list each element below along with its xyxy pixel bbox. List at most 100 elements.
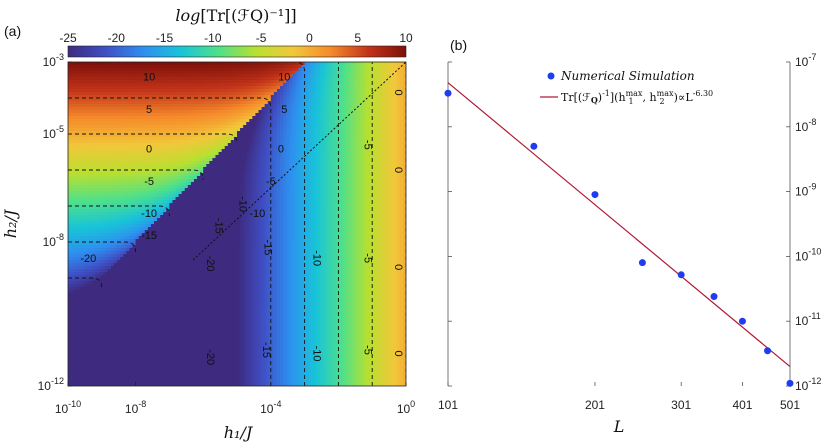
- heatmap-cell: [264, 110, 269, 114]
- heatmap-cell: [154, 83, 158, 87]
- heatmap-cell: [129, 110, 134, 114]
- heatmap-cell: [310, 107, 315, 111]
- heatmap-cell: [252, 92, 257, 96]
- heatmap-cell: [280, 62, 284, 66]
- heatmap-cell: [341, 116, 346, 120]
- heatmap-cell: [298, 113, 303, 117]
- heatmap-cell: [184, 119, 189, 123]
- heatmap-cell: [147, 77, 152, 81]
- heatmap-cell: [117, 101, 121, 105]
- heatmap-cell: [369, 62, 373, 66]
- heatmap-cell: [218, 77, 223, 81]
- heatmap-cell: [221, 95, 226, 99]
- heatmap-cell: [111, 71, 115, 75]
- heatmap-cell: [267, 104, 272, 108]
- heatmap-cell: [144, 113, 149, 117]
- heatmap-cell: [144, 68, 149, 72]
- heatmap-cell: [101, 86, 106, 90]
- heatmap-cell: [240, 83, 244, 87]
- heatmap-cell: [372, 86, 376, 90]
- heatmap-cell: [338, 86, 343, 90]
- heatmap-cell: [154, 110, 158, 114]
- heatmap-cell: [206, 98, 210, 102]
- heatmap-cell: [258, 92, 263, 96]
- heatmap-cell: [387, 74, 392, 78]
- heatmap-cell: [209, 86, 214, 90]
- heatmap-cell: [132, 68, 137, 72]
- heatmap-cell: [341, 92, 346, 96]
- heatmap-cell: [307, 86, 312, 90]
- heatmap-cell: [203, 80, 207, 84]
- heatmap-cell: [221, 92, 226, 96]
- heatmap-cell: [261, 116, 266, 120]
- heatmap-cell: [402, 116, 406, 120]
- heatmap-cell: [92, 116, 97, 120]
- heatmap-cell: [396, 86, 401, 90]
- heatmap-cell: [129, 92, 134, 96]
- heatmap-cell: [316, 119, 321, 123]
- heatmap-cell: [319, 101, 324, 105]
- heatmap-cell: [381, 104, 386, 108]
- heatmap-cell: [338, 71, 343, 75]
- heatmap-cell: [372, 71, 376, 75]
- heatmap-cell: [258, 95, 263, 99]
- heatmap-cell: [138, 101, 143, 105]
- heatmap-cell: [154, 95, 158, 99]
- heatmap-cell: [362, 104, 367, 108]
- heatmap-cell: [98, 92, 103, 96]
- heatmap-cell: [80, 89, 84, 93]
- heatmap-cell: [273, 104, 278, 108]
- heatmap-cell: [101, 74, 106, 78]
- heatmap-cell: [101, 92, 106, 96]
- heatmap-cell: [129, 101, 134, 105]
- heatmap-cell: [107, 77, 112, 81]
- heatmap-cell: [221, 65, 226, 69]
- heatmap-cell: [215, 77, 220, 81]
- heatmap-cell: [233, 89, 238, 93]
- heatmap-cell: [77, 119, 81, 123]
- heatmap-cell: [163, 110, 167, 114]
- heatmap-cell: [215, 107, 220, 111]
- heatmap-cell: [237, 80, 241, 84]
- heatmap-cell: [181, 86, 186, 90]
- heatmap-cell: [141, 89, 146, 93]
- heatmap-cell: [402, 107, 406, 111]
- heatmap-cell: [120, 95, 124, 99]
- heatmap-cell: [316, 86, 321, 90]
- heatmap-cell: [237, 98, 241, 102]
- heatmap-cell: [135, 74, 140, 78]
- heatmap-cell: [264, 119, 269, 123]
- heatmap-cell: [224, 62, 229, 66]
- heatmap-cell: [190, 77, 195, 81]
- heatmap-cell: [184, 68, 189, 72]
- heatmap-cell: [101, 116, 106, 120]
- heatmap-cell: [83, 110, 88, 114]
- heatmap-cell: [402, 98, 406, 102]
- heatmap-cell: [252, 77, 257, 81]
- heatmap-cell: [126, 95, 131, 99]
- heatmap-cell: [120, 71, 124, 75]
- heatmap-cell: [114, 104, 118, 108]
- heatmap-cell: [402, 71, 406, 75]
- heatmap-cell: [169, 68, 174, 72]
- heatmap-cell: [362, 95, 367, 99]
- heatmap-cell: [267, 71, 272, 75]
- heatmap-cell: [240, 71, 244, 75]
- heatmap-cell: [319, 95, 324, 99]
- heatmap-cell: [359, 113, 364, 117]
- colorbar-title-log: log: [175, 6, 200, 25]
- heatmap-cell: [304, 80, 309, 84]
- heatmap-cell: [77, 74, 81, 78]
- heatmap-cell: [221, 101, 226, 105]
- heatmap-cell: [154, 98, 158, 102]
- heatmap-cell: [390, 74, 395, 78]
- heatmap-cell: [224, 71, 229, 75]
- heatmap-cell: [353, 116, 358, 120]
- heatmap-cell: [335, 95, 339, 99]
- heatmap-cell: [292, 86, 296, 90]
- heatmap-cell: [126, 77, 131, 81]
- heatmap-cell: [230, 68, 235, 72]
- heatmap-cell: [147, 101, 152, 105]
- heatmap-cell: [169, 77, 174, 81]
- heatmap-cell: [301, 77, 306, 81]
